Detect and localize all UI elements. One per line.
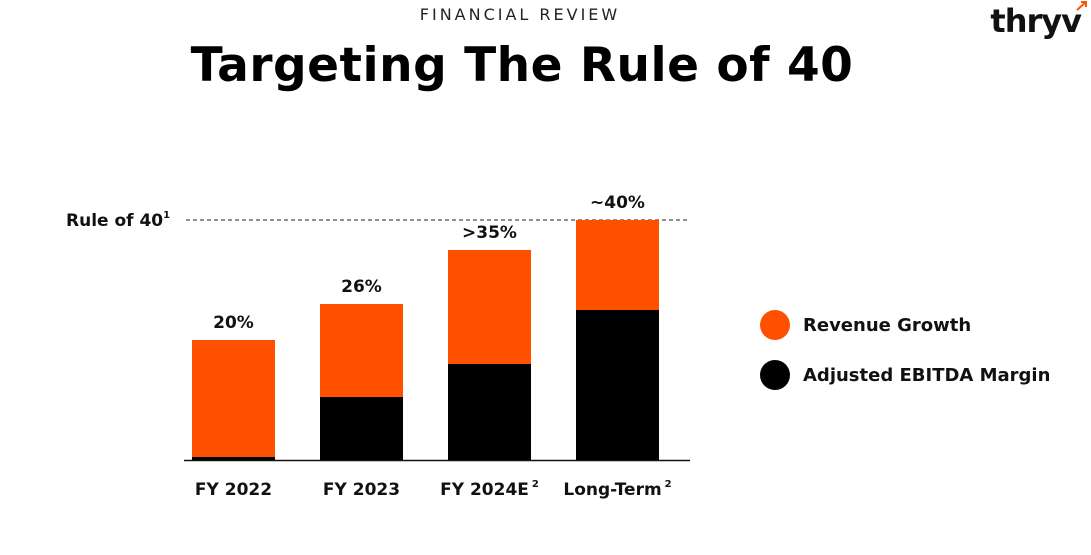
legend-label-ebitda: Adjusted EBITDA Margin [803, 364, 1051, 386]
bar-revenue-3 [576, 220, 659, 310]
category-label-2: FY 2024E 2 [440, 479, 539, 500]
bar-revenue-2 [448, 250, 531, 364]
bar-total-label-1: 26% [341, 277, 382, 297]
bar-revenue-1 [320, 304, 403, 397]
bar-total-label-2: >35% [462, 223, 517, 243]
logo-arrow-icon [1076, 1, 1087, 11]
bar-revenue-0 [192, 340, 275, 457]
brand-logo: thryv [990, 1, 1087, 40]
legend-item-ebitda: Adjusted EBITDA Margin [760, 350, 1050, 400]
reference-line-label: Rule of 401 [66, 210, 170, 231]
chart-legend: Revenue Growth Adjusted EBITDA Margin [760, 300, 1050, 400]
legend-item-revenue: Revenue Growth [760, 300, 1050, 350]
category-label-0: FY 2022 [195, 480, 272, 500]
bar-ebitda-3 [576, 310, 659, 460]
bar-ebitda-1 [320, 397, 403, 460]
brand-logo-text: thryv [990, 2, 1082, 40]
bar-total-label-0: 20% [213, 313, 254, 333]
bar-ebitda-0 [192, 457, 275, 460]
category-label-3: Long-Term 2 [563, 479, 671, 500]
page-title: Targeting The Rule of 40 [190, 38, 854, 93]
legend-swatch-revenue [760, 310, 790, 340]
bar-ebitda-2 [448, 364, 531, 460]
section-kicker: FINANCIAL REVIEW [419, 5, 621, 24]
category-label-1: FY 2023 [323, 480, 400, 500]
legend-label-revenue: Revenue Growth [803, 314, 972, 336]
bar-total-label-3: ~40% [590, 193, 645, 213]
legend-swatch-ebitda [760, 360, 790, 390]
